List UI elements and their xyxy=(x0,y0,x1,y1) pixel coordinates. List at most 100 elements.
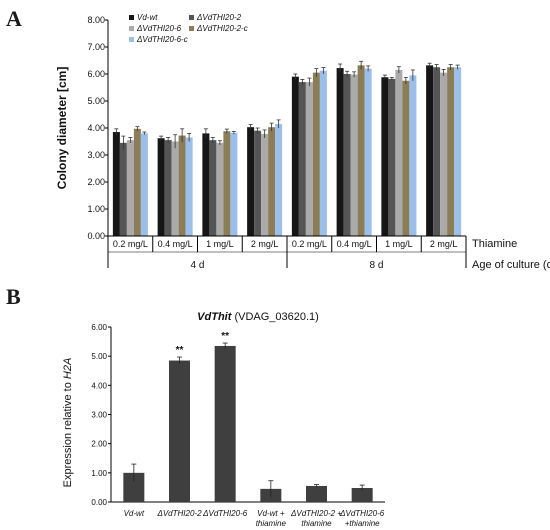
bar xyxy=(133,128,141,236)
bar xyxy=(454,67,462,236)
bar xyxy=(350,74,358,236)
y-tick-label: 0.00 xyxy=(87,231,105,241)
y-axis-title-text: Expression relative to xyxy=(62,379,74,487)
category-label: Vd-wt + xyxy=(257,509,285,518)
category-label: Vd-wt xyxy=(124,509,145,518)
bar xyxy=(223,131,231,236)
category-label: ΔVdTHI20-6 xyxy=(339,509,385,518)
bar xyxy=(402,80,410,236)
bar xyxy=(202,133,210,236)
bar xyxy=(247,127,255,236)
y-tick-label: 1.00 xyxy=(91,469,107,478)
category-label: ΔVdTHI20-2 + xyxy=(290,509,342,518)
factor-label: Thiamine xyxy=(472,238,517,250)
chart-title-locus: (VDAG_03620.1) xyxy=(231,311,318,323)
bar xyxy=(381,77,389,237)
category-label: thiamine xyxy=(301,519,332,528)
bar xyxy=(312,72,320,237)
legend-swatch xyxy=(129,26,134,31)
bar xyxy=(216,142,224,236)
bar xyxy=(409,75,417,236)
bar xyxy=(230,132,238,236)
y-axis-title-gene: H2A xyxy=(62,358,74,379)
y-tick-label: 3.00 xyxy=(87,150,105,160)
bar xyxy=(319,70,327,236)
y-tick-label: 1.00 xyxy=(87,204,105,214)
bar xyxy=(275,123,283,236)
legend-swatch xyxy=(189,26,194,31)
legend-label: Vd-wt xyxy=(137,13,158,22)
bar xyxy=(214,345,236,502)
bar xyxy=(126,140,134,236)
bar xyxy=(298,82,306,236)
group-label: 4 d xyxy=(191,260,205,271)
bar xyxy=(185,137,193,236)
category-label: +thiamine xyxy=(345,519,380,528)
bar xyxy=(351,488,373,502)
chart-title: VdThit (VDAG_03620.1) xyxy=(197,311,319,323)
legend-label: ΔVdTHI20-2 xyxy=(196,13,242,22)
bar xyxy=(268,127,276,236)
category-label: 0.2 mg/L xyxy=(113,239,148,249)
bar xyxy=(178,135,186,236)
category-label: 0.4 mg/L xyxy=(337,239,372,249)
y-tick-label: 5.00 xyxy=(87,96,105,106)
y-tick-label: 6.00 xyxy=(87,69,105,79)
legend-label: ΔVdTHI20-2-c xyxy=(196,24,248,33)
bar xyxy=(426,65,434,236)
y-tick-label: 6.00 xyxy=(91,323,107,332)
category-label: 2 mg/L xyxy=(430,239,458,249)
y-tick-label: 4.00 xyxy=(87,123,105,133)
category-label: thiamine xyxy=(256,519,287,528)
bar xyxy=(169,360,190,502)
panel-label-b: B xyxy=(6,284,21,309)
y-tick-label: 7.00 xyxy=(87,42,105,52)
bar xyxy=(336,68,344,236)
legend-swatch xyxy=(189,15,194,20)
group-axis-label: Age of culture (days) xyxy=(472,259,550,271)
bar xyxy=(164,140,172,236)
bar xyxy=(209,140,217,236)
y-tick-label: 5.00 xyxy=(91,352,107,361)
bar xyxy=(171,141,179,236)
legend-label: ΔVdTHI20-6 xyxy=(136,24,182,33)
category-label: ΔVdTHI20-2 xyxy=(156,509,202,518)
y-tick-label: 4.00 xyxy=(91,381,107,390)
y-tick-label: 3.00 xyxy=(91,411,107,420)
y-axis-title: Colony diameter [cm] xyxy=(55,67,69,190)
legend-swatch xyxy=(129,15,134,20)
bar xyxy=(305,82,313,236)
panel-label-a: A xyxy=(6,6,22,31)
significance-marker: ** xyxy=(176,345,184,356)
bar xyxy=(261,133,269,236)
expression-chart: VdThit (VDAG_03620.1) 0.00 1.00 2.00 3.00 4.0… xyxy=(62,311,385,528)
y-axis-title: Expression relative to H2A xyxy=(62,358,74,488)
bar xyxy=(140,133,148,236)
significance-marker: ** xyxy=(221,331,229,342)
bar xyxy=(357,65,365,236)
bar xyxy=(291,76,299,236)
category-label: 0.2 mg/L xyxy=(292,239,327,249)
y-tick-label: 2.00 xyxy=(87,177,105,187)
bar xyxy=(364,68,372,236)
category-label: 1 mg/L xyxy=(385,239,413,249)
colony-diameter-chart: 0.00 1.00 2.00 3.00 4.00 5.00 6.00 7.00 8.00 Colo… xyxy=(55,13,550,271)
bar xyxy=(119,142,127,236)
legend-label: ΔVdTHI20-6-c xyxy=(136,35,188,44)
category-label: 1 mg/L xyxy=(206,239,234,249)
category-label: 2 mg/L xyxy=(251,239,279,249)
bar xyxy=(343,74,351,236)
bar xyxy=(395,69,403,236)
y-tick-label: 2.00 xyxy=(91,440,107,449)
legend-swatch xyxy=(129,37,134,42)
bar xyxy=(433,67,441,236)
bar xyxy=(447,67,455,236)
category-label: ΔVdTHI20-6 xyxy=(202,509,248,518)
y-tick-label: 0.00 xyxy=(91,498,107,507)
chart-title-gene: VdThit xyxy=(197,311,233,323)
bar xyxy=(254,130,262,236)
group-label: 8 d xyxy=(370,260,384,271)
bar xyxy=(112,132,120,236)
bar xyxy=(306,485,327,502)
